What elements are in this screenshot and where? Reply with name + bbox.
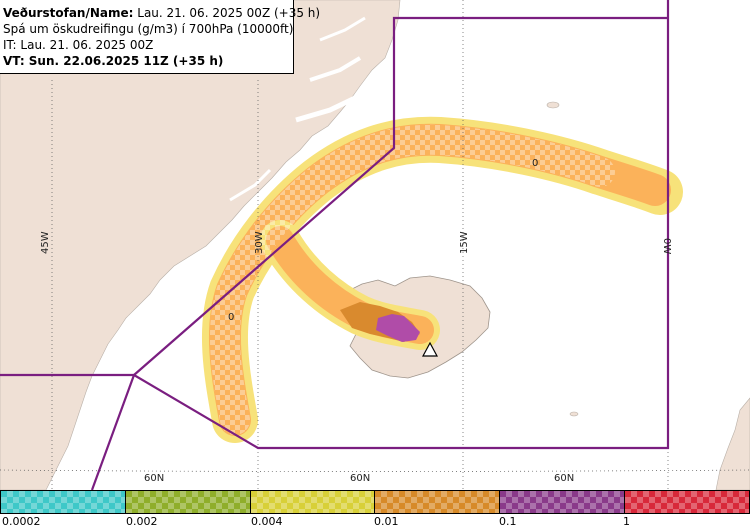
lon-label: 15W — [459, 231, 470, 254]
legend-label: 1 — [623, 515, 630, 528]
legend-swatch — [625, 491, 749, 513]
header-line-3: IT: Lau. 21. 06. 2025 00Z — [3, 38, 154, 52]
fjord — [309, 56, 362, 82]
fir-boundary — [0, 0, 670, 491]
island — [569, 411, 579, 417]
fjord — [229, 168, 272, 202]
header-line-1: Veðurstofan/Name: Lau. 21. 06. 2025 00Z … — [3, 5, 320, 21]
ash-plume-checker — [210, 124, 615, 435]
legend-swatch — [250, 491, 376, 513]
forecast-info-box: Veðurstofan/Name: Lau. 21. 06. 2025 00Z … — [0, 0, 320, 74]
volcano-icon — [421, 341, 439, 357]
lat-label: 60N — [554, 473, 574, 484]
legend-swatch — [375, 491, 501, 513]
legend-label: 0.0002 — [2, 515, 41, 528]
legend-label: 0.01 — [374, 515, 399, 528]
run-time: Lau. 21. 06. 2025 00Z (+35 h) — [133, 6, 321, 20]
lat-label: 60N — [350, 473, 370, 484]
longitude-labels: 45W 30W 15W 0W — [40, 231, 672, 254]
agency-name: Veðurstofan/Name: — [3, 6, 134, 20]
island — [546, 101, 560, 109]
legend-label: 0.004 — [251, 515, 283, 528]
zero-marker: 0 — [532, 158, 538, 169]
header-line-2: Spá um öskudreifingu (g/m3) í 700hPa (10… — [3, 22, 294, 36]
legend-label: 0.002 — [126, 515, 158, 528]
lon-label: 0W — [661, 238, 672, 254]
lon-label: 45W — [40, 231, 51, 254]
legend-label: 0.1 — [499, 515, 517, 528]
lat-label: 60N — [144, 473, 164, 484]
concentration-legend: 0.0002 0.002 0.004 0.01 0.1 1 — [0, 490, 750, 532]
legend-swatch — [1, 491, 126, 513]
legend-swatch — [500, 491, 626, 513]
fjord — [295, 87, 372, 123]
lon-label: 30W — [254, 231, 265, 254]
fjord — [319, 16, 366, 42]
header-line-4: VT: Sun. 22.06.2025 11Z (+35 h) — [3, 54, 224, 68]
greenland-landmass — [0, 0, 401, 491]
ash-high-concentration — [376, 314, 420, 342]
legend-colorbar — [0, 490, 750, 514]
zero-marker: 0 — [228, 312, 234, 323]
legend-swatch — [125, 491, 251, 513]
